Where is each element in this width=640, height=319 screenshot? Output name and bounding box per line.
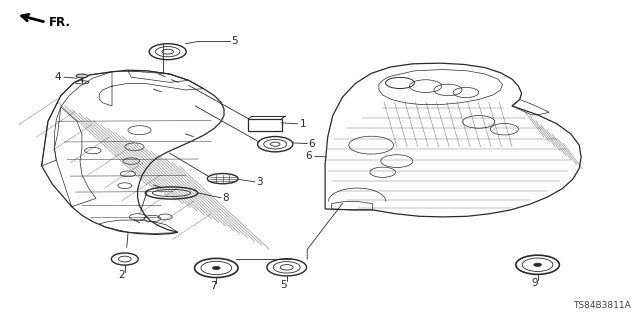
Text: 5: 5 <box>280 279 287 290</box>
Text: 7: 7 <box>210 281 216 292</box>
Text: TS84B3811A: TS84B3811A <box>573 301 630 310</box>
Ellipse shape <box>76 74 88 78</box>
Text: 4: 4 <box>55 72 61 82</box>
Text: 8: 8 <box>222 193 228 203</box>
Text: 2: 2 <box>118 270 125 280</box>
Ellipse shape <box>212 266 220 270</box>
Text: 6: 6 <box>306 151 312 161</box>
Text: 3: 3 <box>256 177 262 187</box>
Text: 5: 5 <box>232 36 238 47</box>
Ellipse shape <box>534 263 541 266</box>
Text: 6: 6 <box>308 138 315 149</box>
Text: FR.: FR. <box>49 17 70 29</box>
Bar <box>248 119 282 131</box>
Text: 9: 9 <box>531 278 538 288</box>
Text: 1: 1 <box>300 119 306 129</box>
